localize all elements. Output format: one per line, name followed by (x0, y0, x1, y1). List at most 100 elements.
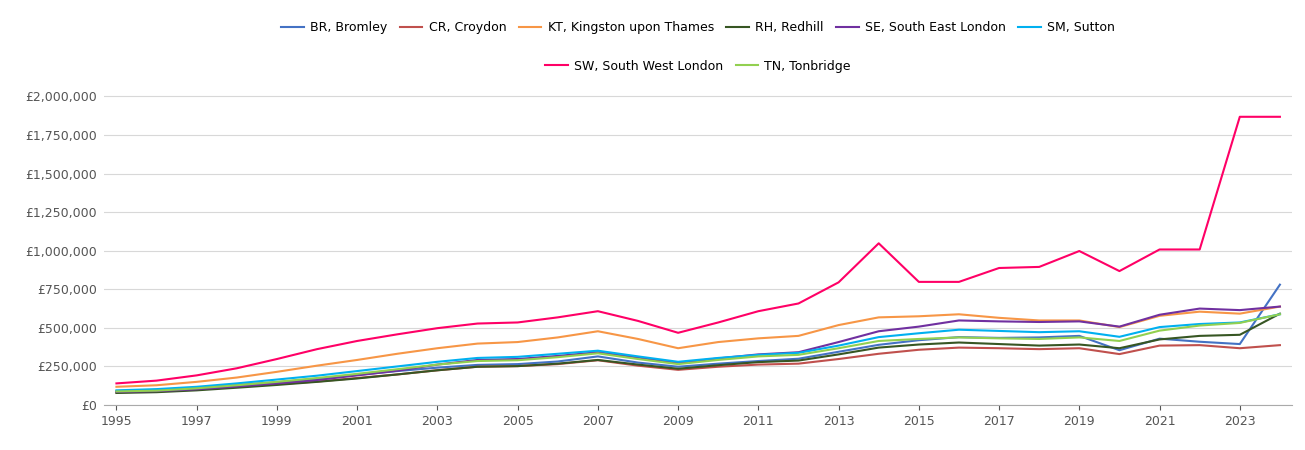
RH, Redhill (750, 360, 766, 365)
SM, Sutton (429, 359, 445, 364)
RH, Redhill (831, 352, 847, 357)
BR, Bromley (1191, 339, 1207, 344)
RH, Redhill (189, 387, 205, 393)
TN, Tonbridge (429, 362, 445, 367)
CR, Croydon (309, 379, 325, 384)
TN, Tonbridge (1191, 323, 1207, 328)
BR, Bromley (429, 365, 445, 370)
TN, Tonbridge (309, 375, 325, 381)
CR, Croydon (791, 361, 806, 366)
SE, South East London (549, 353, 565, 359)
KT, Kingston upon Thames (309, 363, 325, 369)
Line: TN, Tonbridge: TN, Tonbridge (116, 314, 1280, 392)
SE, South East London (630, 355, 646, 360)
CR, Croydon (1031, 346, 1047, 352)
SW, South West London (590, 309, 606, 314)
TN, Tonbridge (590, 351, 606, 356)
KT, Kingston upon Thames (149, 382, 164, 388)
SM, Sutton (750, 352, 766, 358)
SE, South East London (951, 318, 967, 323)
SW, South West London (630, 318, 646, 324)
SM, Sutton (992, 328, 1007, 333)
SM, Sutton (228, 381, 244, 386)
CR, Croydon (228, 384, 244, 390)
SW, South West London (791, 301, 806, 306)
SM, Sutton (108, 387, 124, 393)
RH, Redhill (1152, 337, 1168, 342)
SM, Sutton (1272, 311, 1288, 317)
CR, Croydon (108, 390, 124, 395)
SW, South West London (108, 381, 124, 386)
Line: RH, Redhill: RH, Redhill (116, 314, 1280, 393)
SM, Sutton (1071, 328, 1087, 334)
TN, Tonbridge (750, 354, 766, 359)
RH, Redhill (269, 382, 284, 387)
SE, South East London (149, 388, 164, 394)
CR, Croydon (1272, 342, 1288, 348)
Line: BR, Bromley: BR, Bromley (116, 285, 1280, 391)
BR, Bromley (228, 382, 244, 387)
KT, Kingston upon Thames (831, 322, 847, 328)
KT, Kingston upon Thames (1272, 304, 1288, 309)
KT, Kingston upon Thames (992, 315, 1007, 320)
KT, Kingston upon Thames (750, 336, 766, 341)
RH, Redhill (791, 358, 806, 363)
RH, Redhill (710, 363, 726, 368)
BR, Bromley (389, 369, 405, 374)
BR, Bromley (189, 385, 205, 391)
BR, Bromley (992, 335, 1007, 341)
KT, Kingston upon Thames (549, 335, 565, 340)
KT, Kingston upon Thames (1112, 324, 1128, 330)
CR, Croydon (831, 356, 847, 362)
SW, South West London (710, 320, 726, 325)
BR, Bromley (630, 360, 646, 365)
KT, Kingston upon Thames (228, 375, 244, 380)
SW, South West London (549, 315, 565, 320)
SE, South East London (108, 389, 124, 395)
TN, Tonbridge (870, 338, 886, 344)
SE, South East London (791, 350, 806, 355)
TN, Tonbridge (269, 379, 284, 385)
SW, South West London (350, 338, 365, 344)
SE, South East London (911, 324, 927, 329)
SE, South East London (429, 362, 445, 367)
SM, Sutton (1191, 321, 1207, 327)
SM, Sutton (951, 327, 967, 333)
SM, Sutton (791, 350, 806, 356)
SW, South West London (1232, 114, 1248, 120)
SM, Sutton (189, 384, 205, 390)
SW, South West London (510, 320, 526, 325)
TN, Tonbridge (350, 371, 365, 377)
RH, Redhill (350, 376, 365, 381)
SW, South West London (389, 332, 405, 337)
RH, Redhill (429, 368, 445, 373)
RH, Redhill (470, 364, 485, 369)
TN, Tonbridge (510, 358, 526, 363)
KT, Kingston upon Thames (1071, 318, 1087, 323)
SE, South East London (1152, 312, 1168, 317)
CR, Croydon (389, 372, 405, 377)
SW, South West London (1031, 264, 1047, 270)
SE, South East London (309, 377, 325, 382)
TN, Tonbridge (992, 336, 1007, 341)
CR, Croydon (269, 382, 284, 387)
Line: CR, Croydon: CR, Croydon (116, 345, 1280, 392)
BR, Bromley (911, 338, 927, 343)
BR, Bromley (671, 364, 686, 369)
KT, Kingston upon Thames (510, 339, 526, 345)
RH, Redhill (309, 379, 325, 385)
SW, South West London (149, 378, 164, 383)
SM, Sutton (630, 354, 646, 359)
SE, South East London (510, 356, 526, 362)
KT, Kingston upon Thames (911, 314, 927, 319)
Line: SE, South East London: SE, South East London (116, 306, 1280, 392)
TN, Tonbridge (149, 388, 164, 393)
RH, Redhill (1071, 342, 1087, 347)
KT, Kingston upon Thames (108, 384, 124, 390)
BR, Bromley (510, 361, 526, 367)
TN, Tonbridge (911, 336, 927, 342)
SE, South East London (590, 350, 606, 355)
SM, Sutton (1152, 324, 1168, 330)
CR, Croydon (1191, 342, 1207, 348)
SW, South West London (269, 356, 284, 362)
